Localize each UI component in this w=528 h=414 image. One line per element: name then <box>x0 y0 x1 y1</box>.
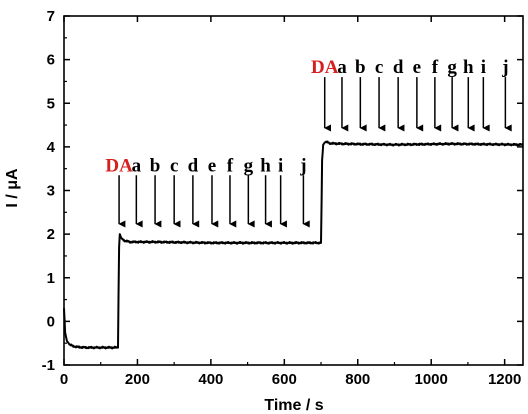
y-tick-label: 7 <box>47 8 55 25</box>
y-tick-label: 6 <box>47 52 55 69</box>
x-tick-label: 200 <box>125 371 150 388</box>
x-tick-label: 1200 <box>488 371 521 388</box>
y-tick-label: 0 <box>47 313 55 330</box>
x-tick-label: 600 <box>272 371 297 388</box>
analyte-label: j <box>501 57 508 78</box>
analyte-label: f <box>432 57 439 78</box>
da-label: DA <box>105 155 133 176</box>
y-tick-label: 4 <box>47 139 56 156</box>
analyte-label: b <box>355 57 366 78</box>
analyte-label: e <box>413 57 421 78</box>
x-axis-title: Time / s <box>264 397 323 414</box>
analyte-label: c <box>375 57 383 78</box>
x-tick-label: 800 <box>345 371 370 388</box>
analyte-label: d <box>188 155 199 176</box>
analyte-label: f <box>227 155 234 176</box>
analyte-label: a <box>132 155 142 176</box>
y-tick-label: 3 <box>47 183 55 200</box>
analyte-label: h <box>463 57 474 78</box>
y-tick-label: 2 <box>47 226 55 243</box>
analyte-label: g <box>244 155 254 176</box>
y-axis-title: I / μA <box>4 168 21 208</box>
y-tick-label: 5 <box>47 95 55 112</box>
da-label: DA <box>311 57 339 78</box>
x-tick-label: 400 <box>198 371 223 388</box>
analyte-label: i <box>481 57 486 78</box>
analyte-label: e <box>208 155 216 176</box>
analyte-label: h <box>260 155 271 176</box>
analyte-label: d <box>393 57 404 78</box>
series-line-0 <box>63 140 524 350</box>
analyte-label: j <box>299 155 306 176</box>
y-tick-label: 1 <box>47 270 55 287</box>
analyte-label: i <box>278 155 283 176</box>
analyte-label: b <box>150 155 161 176</box>
x-tick-label: 1000 <box>415 371 448 388</box>
y-tick-label: -1 <box>42 357 55 374</box>
analyte-label: a <box>337 57 347 78</box>
analyte-label: g <box>447 57 457 78</box>
x-tick-label: 0 <box>60 371 68 388</box>
analyte-label: c <box>170 155 178 176</box>
